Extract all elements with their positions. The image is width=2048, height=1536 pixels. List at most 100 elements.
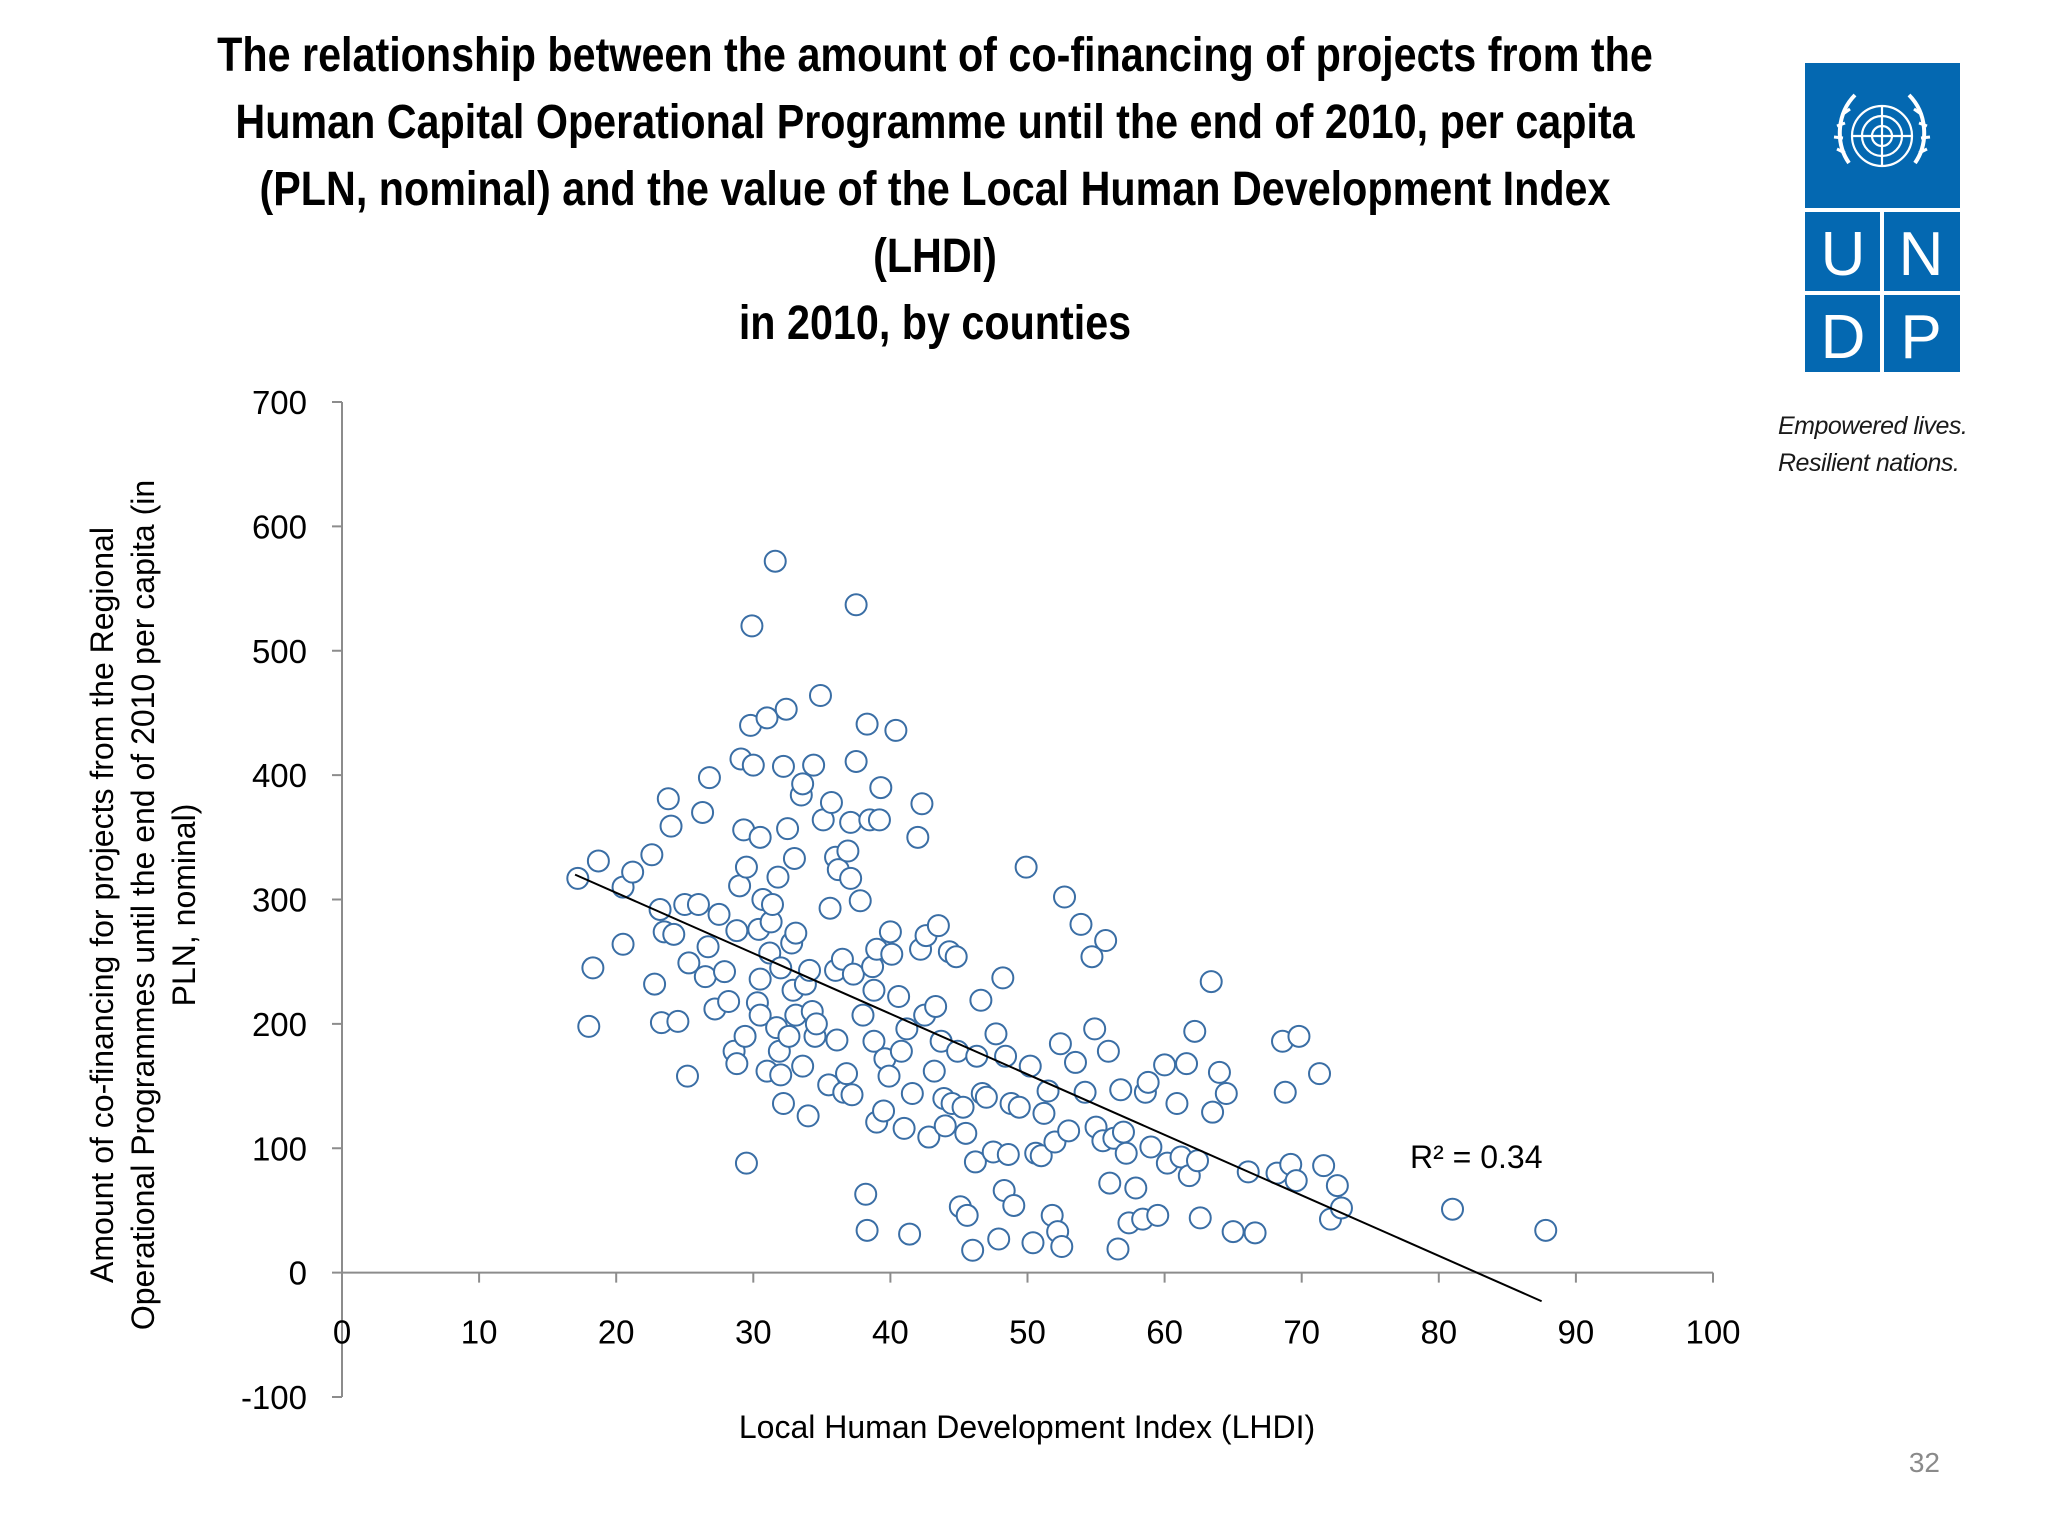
data-point [880,942,904,966]
y-tick-label: -100 [241,1379,307,1416]
data-point [784,921,808,945]
data-point [1111,1120,1135,1144]
data-point [848,889,872,913]
data-point [924,994,948,1018]
data-point [693,965,717,989]
data-point [1325,1174,1349,1198]
x-tick-label: 10 [461,1314,498,1351]
data-point [1207,1060,1231,1084]
data-point [955,1203,979,1227]
undp-logo: U N D P [1805,63,1960,378]
data-point [1188,1206,1212,1230]
page-number: 32 [1908,1447,1940,1478]
data-point [1534,1218,1558,1242]
scatter-points [566,549,1558,1262]
data-point [862,1029,886,1053]
data-point [1175,1052,1199,1076]
data-point [954,1121,978,1145]
data-point [1007,1095,1031,1119]
data-point [802,753,826,777]
data-point [1183,1019,1207,1043]
data-point [900,1082,924,1106]
data-point [898,1222,922,1246]
data-point [1139,1135,1163,1159]
data-point [675,1064,699,1088]
y-axis-title-line: PLN, nominal) [166,804,202,1007]
data-point [771,754,795,778]
data-point [1002,1193,1026,1217]
data-point [1053,885,1077,909]
data-point [1214,1082,1238,1106]
data-point [577,1014,601,1038]
logo-letter-d: D [1821,303,1866,372]
data-point [640,843,664,867]
data-point [791,1054,815,1078]
x-tick-label: 30 [735,1314,772,1351]
data-point [1146,1203,1170,1227]
data-point [691,800,715,824]
data-point [666,1009,690,1033]
data-point [841,962,865,986]
data-point [887,985,911,1009]
data-point [1083,1017,1107,1041]
data-point [991,966,1015,990]
data-point [755,706,779,730]
y-tick-label: 100 [252,1130,307,1167]
y-tick-label: 700 [252,384,307,421]
r-squared-label: R² = 0.34 [1410,1139,1543,1175]
data-point [697,766,721,790]
data-point [1057,1119,1081,1143]
data-point [1080,945,1104,969]
data-point [987,1227,1011,1251]
x-tick-label: 50 [1009,1314,1046,1351]
data-point [1048,1032,1072,1056]
data-point [835,1062,859,1086]
data-point [1050,1235,1074,1259]
un-emblem-icon [1833,93,1931,168]
data-point [1201,1100,1225,1124]
data-point [969,988,993,1012]
y-axis-title: Amount of co-financing for projects from… [84,480,202,1330]
undp-logo-graphic: U N D P [1805,63,1960,378]
data-point [906,825,930,849]
x-tick-label: 70 [1283,1314,1320,1351]
data-point [686,892,710,916]
data-point [862,978,886,1002]
title-line-3: (PLN, nominal) and the value of the Loca… [259,163,1611,283]
data-point [734,1151,758,1175]
title-line-1: The relationship between the amount of c… [217,29,1653,82]
data-point [1014,855,1038,879]
x-axis-title: Local Human Development Index (LHDI) [739,1409,1315,1445]
data-point [851,1003,875,1027]
chart-title: The relationship between the amount of c… [200,22,1671,357]
data-point [1069,912,1093,936]
data-point [1165,1091,1189,1115]
data-point [1098,1171,1122,1195]
data-point [611,932,635,956]
y-tick-label: 0 [289,1255,307,1292]
data-point [926,914,950,938]
data-point [741,753,765,777]
data-point [771,1091,795,1115]
data-point [734,855,758,879]
x-tick-label: 80 [1420,1314,1457,1351]
data-point [760,892,784,916]
logo-letter-n: N [1899,220,1944,289]
title-line-4: in 2010, by counties [738,297,1132,350]
data-point [586,849,610,873]
data-point [656,787,680,811]
data-point [808,684,832,708]
title-line-2: Human Capital Operational Programme unti… [235,96,1635,149]
data-point [878,920,902,944]
data-point [1308,1062,1332,1086]
data-point [621,860,645,884]
data-point [1136,1070,1160,1094]
data-point [839,866,863,890]
logo-letter-u: U [1821,220,1866,289]
data-point [1114,1141,1138,1165]
data-point [961,1238,985,1262]
data-point [1029,1144,1053,1168]
data-point [740,614,764,638]
data-point [769,1063,793,1087]
